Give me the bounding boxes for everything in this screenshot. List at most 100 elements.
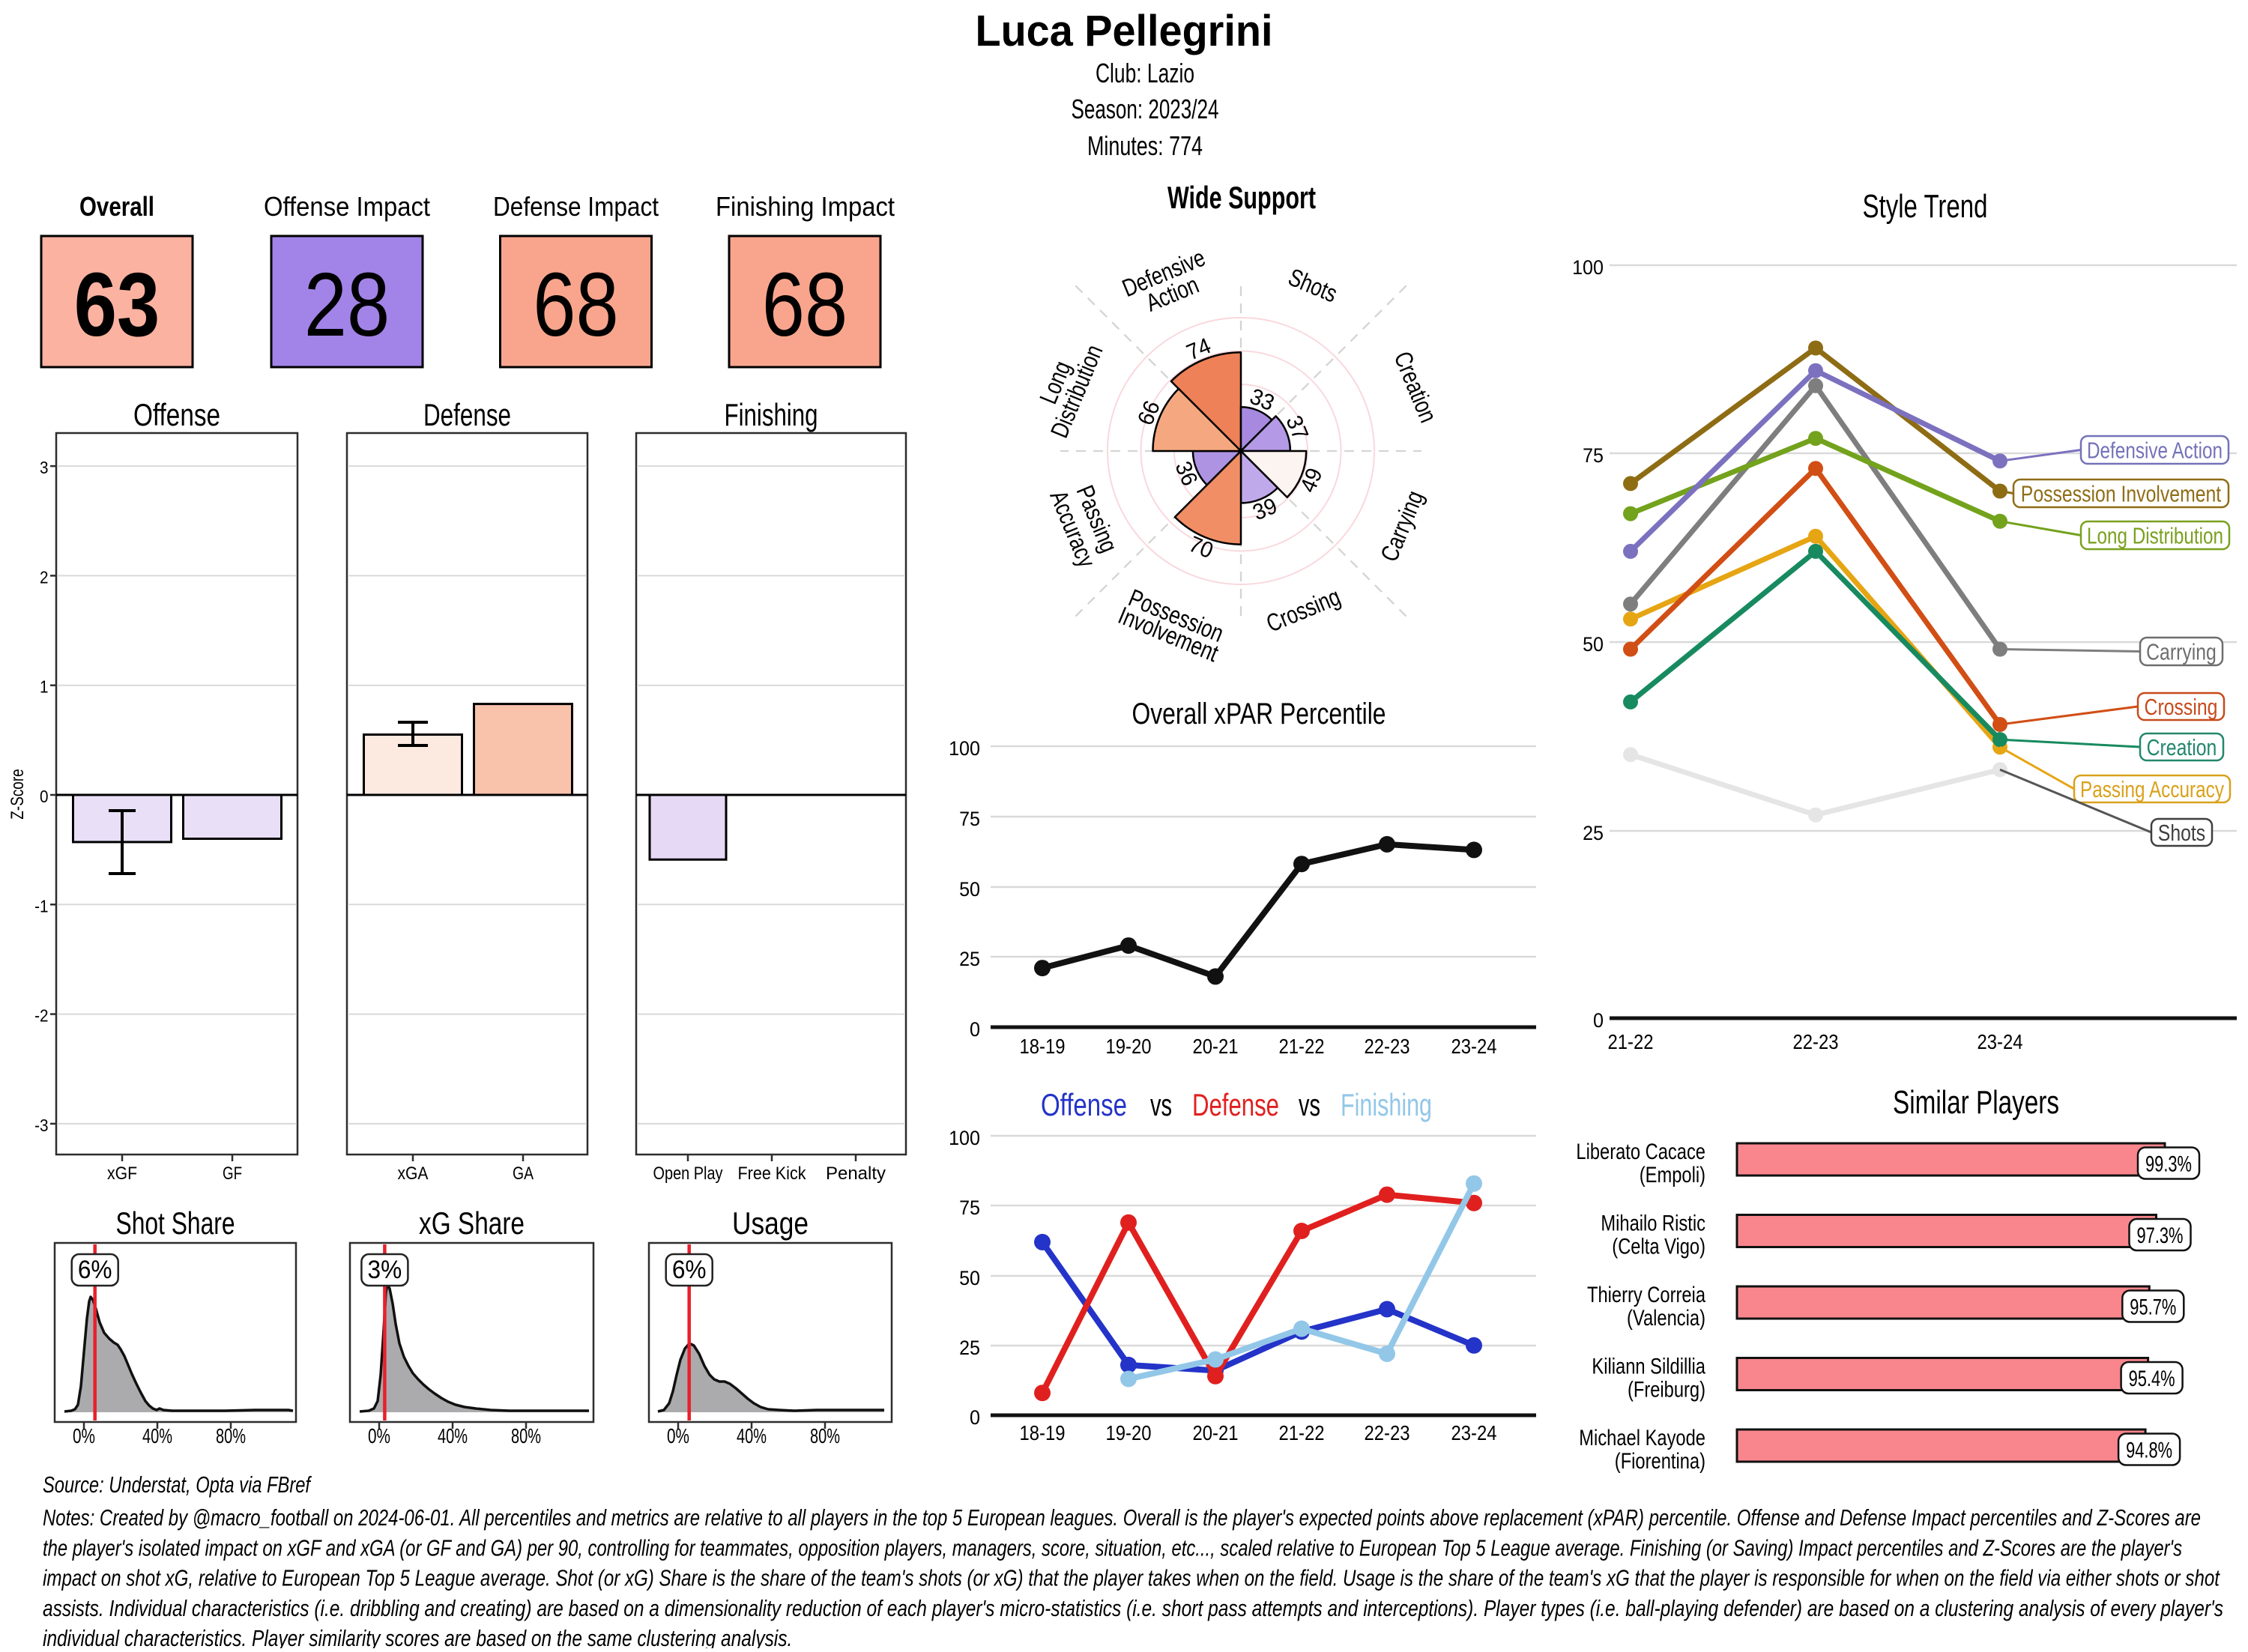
svg-text:(Valencia): (Valencia) bbox=[1627, 1306, 1705, 1331]
svg-text:Wide Support: Wide Support bbox=[1167, 180, 1316, 215]
svg-text:20-21: 20-21 bbox=[1193, 1421, 1239, 1444]
svg-text:Michael Kayode: Michael Kayode bbox=[1579, 1426, 1705, 1450]
svg-text:Defense Impact: Defense Impact bbox=[493, 191, 659, 222]
svg-text:Defense: Defense bbox=[1192, 1087, 1279, 1122]
svg-text:100: 100 bbox=[1572, 256, 1604, 279]
svg-text:Club: Lazio: Club: Lazio bbox=[1096, 58, 1194, 88]
svg-text:Kiliann Sildillia: Kiliann Sildillia bbox=[1592, 1355, 1705, 1379]
svg-text:-1: -1 bbox=[34, 896, 48, 916]
svg-text:2: 2 bbox=[40, 567, 49, 587]
svg-text:Z-Score: Z-Score bbox=[7, 769, 28, 819]
svg-text:0: 0 bbox=[1593, 1009, 1604, 1032]
svg-text:6%: 6% bbox=[78, 1256, 112, 1284]
svg-text:18-19: 18-19 bbox=[1020, 1421, 1066, 1444]
svg-text:20-21: 20-21 bbox=[1193, 1035, 1239, 1058]
svg-text:Notes: Created by @macro_footb: Notes: Created by @macro_football on 202… bbox=[43, 1504, 2201, 1531]
svg-text:Offense: Offense bbox=[133, 397, 220, 432]
svg-text:Usage: Usage bbox=[732, 1205, 809, 1241]
svg-text:Minutes: 774: Minutes: 774 bbox=[1087, 130, 1203, 161]
svg-text:Creation: Creation bbox=[2147, 734, 2217, 760]
svg-text:Open Play: Open Play bbox=[653, 1164, 723, 1184]
svg-text:40%: 40% bbox=[142, 1424, 172, 1447]
svg-text:-2: -2 bbox=[34, 1006, 48, 1026]
svg-text:3%: 3% bbox=[368, 1256, 402, 1284]
svg-text:individual characteristics. Pl: individual characteristics. Player simil… bbox=[43, 1625, 792, 1648]
svg-text:40%: 40% bbox=[737, 1424, 767, 1447]
svg-text:100: 100 bbox=[949, 1127, 980, 1149]
svg-text:-3: -3 bbox=[34, 1116, 48, 1135]
svg-text:Overall: Overall bbox=[79, 191, 154, 222]
svg-text:0: 0 bbox=[970, 1018, 980, 1041]
svg-text:80%: 80% bbox=[511, 1424, 541, 1447]
svg-text:21-22: 21-22 bbox=[1279, 1035, 1325, 1058]
svg-text:97.3%: 97.3% bbox=[2137, 1223, 2184, 1248]
svg-text:95.4%: 95.4% bbox=[2129, 1367, 2175, 1391]
svg-text:80%: 80% bbox=[810, 1424, 840, 1447]
svg-text:63: 63 bbox=[74, 253, 160, 355]
svg-text:0%: 0% bbox=[73, 1424, 95, 1447]
svg-text:0%: 0% bbox=[368, 1424, 390, 1447]
svg-text:23-24: 23-24 bbox=[1451, 1035, 1497, 1058]
svg-text:xG Share: xG Share bbox=[419, 1205, 525, 1241]
svg-text:Source: Understat, Opta via FB: Source: Understat, Opta via FBref bbox=[43, 1471, 312, 1498]
svg-text:94.8%: 94.8% bbox=[2126, 1438, 2172, 1463]
svg-text:75: 75 bbox=[959, 1196, 980, 1219]
svg-text:assists. Individual characteri: assists. Individual characteristics (i.e… bbox=[43, 1595, 2223, 1621]
svg-text:Offense Impact: Offense Impact bbox=[264, 191, 430, 222]
svg-text:(Freiburg): (Freiburg) bbox=[1628, 1378, 1705, 1403]
svg-text:75: 75 bbox=[959, 808, 980, 830]
svg-text:Luca Pellegrini: Luca Pellegrini bbox=[976, 7, 1273, 55]
svg-text:6%: 6% bbox=[672, 1256, 707, 1284]
svg-text:Overall xPAR Percentile: Overall xPAR Percentile bbox=[1132, 698, 1386, 730]
svg-text:25: 25 bbox=[959, 948, 980, 970]
svg-text:impact on shot xG, relative to: impact on shot xG, relative to European … bbox=[43, 1565, 2220, 1591]
svg-text:Long Distribution: Long Distribution bbox=[2087, 523, 2223, 549]
svg-text:(Empoli): (Empoli) bbox=[1640, 1163, 1705, 1187]
svg-text:Carrying: Carrying bbox=[2146, 639, 2217, 665]
svg-text:23-24: 23-24 bbox=[1451, 1421, 1497, 1444]
svg-text:25: 25 bbox=[1583, 822, 1604, 844]
svg-text:100: 100 bbox=[949, 737, 980, 760]
svg-text:vs: vs bbox=[1299, 1087, 1320, 1122]
svg-text:Defense: Defense bbox=[423, 397, 511, 432]
svg-text:Liberato Cacace: Liberato Cacace bbox=[1576, 1140, 1705, 1164]
svg-text:22-23: 22-23 bbox=[1365, 1035, 1410, 1058]
svg-text:Shot Share: Shot Share bbox=[116, 1205, 235, 1241]
svg-text:Season: 2023/24: Season: 2023/24 bbox=[1072, 94, 1219, 124]
svg-text:(Fiorentina): (Fiorentina) bbox=[1615, 1449, 1705, 1474]
svg-text:(Celta Vigo): (Celta Vigo) bbox=[1612, 1235, 1705, 1259]
svg-text:Similar Players: Similar Players bbox=[1893, 1084, 2059, 1121]
svg-text:19-20: 19-20 bbox=[1106, 1035, 1152, 1058]
svg-text:the player's isolated impact o: the player's isolated impact on xGF and … bbox=[43, 1534, 2182, 1561]
svg-text:Possession Involvement: Possession Involvement bbox=[2021, 481, 2222, 507]
svg-text:40%: 40% bbox=[438, 1424, 468, 1447]
svg-text:Finishing: Finishing bbox=[725, 397, 818, 432]
svg-text:Defensive Action: Defensive Action bbox=[2087, 438, 2223, 464]
svg-text:75: 75 bbox=[1583, 444, 1604, 467]
svg-text:1: 1 bbox=[40, 677, 49, 697]
svg-text:Mihailo Ristic: Mihailo Ristic bbox=[1601, 1211, 1705, 1236]
svg-text:50: 50 bbox=[959, 878, 980, 901]
svg-text:21-22: 21-22 bbox=[1279, 1421, 1325, 1444]
svg-text:68: 68 bbox=[533, 253, 618, 355]
svg-text:80%: 80% bbox=[216, 1424, 246, 1447]
svg-text:Passing Accuracy: Passing Accuracy bbox=[2080, 776, 2224, 802]
svg-text:25: 25 bbox=[959, 1337, 980, 1359]
svg-text:Offense: Offense bbox=[1041, 1087, 1127, 1122]
svg-text:22-23: 22-23 bbox=[1365, 1421, 1410, 1444]
svg-text:19-20: 19-20 bbox=[1106, 1421, 1152, 1444]
svg-text:21-22: 21-22 bbox=[1608, 1030, 1654, 1053]
svg-text:Style Trend: Style Trend bbox=[1863, 188, 1988, 225]
svg-text:xGF: xGF bbox=[107, 1164, 137, 1184]
svg-text:0: 0 bbox=[40, 787, 49, 806]
svg-text:28: 28 bbox=[304, 253, 390, 355]
svg-text:18-19: 18-19 bbox=[1020, 1035, 1066, 1058]
svg-text:Thierry Correia: Thierry Correia bbox=[1587, 1283, 1705, 1307]
svg-text:GF: GF bbox=[223, 1164, 242, 1184]
svg-text:95.7%: 95.7% bbox=[2130, 1295, 2176, 1320]
svg-text:23-24: 23-24 bbox=[1977, 1030, 2023, 1053]
svg-text:GA: GA bbox=[513, 1164, 534, 1184]
svg-text:xGA: xGA bbox=[398, 1164, 429, 1184]
svg-text:99.3%: 99.3% bbox=[2145, 1152, 2192, 1177]
svg-text:3: 3 bbox=[40, 458, 49, 477]
